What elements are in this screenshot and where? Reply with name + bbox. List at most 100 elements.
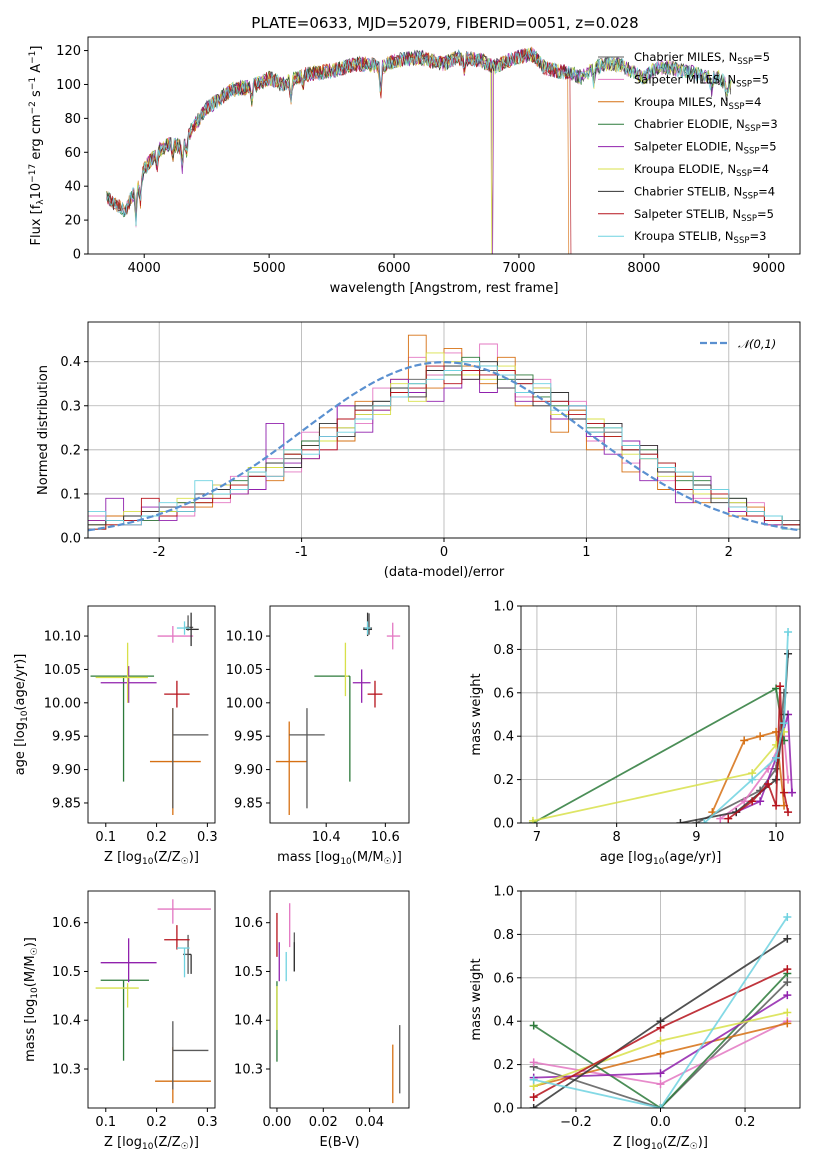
weight-line-9 [703,631,789,823]
legend-text: Salpeter MILES, N [634,72,736,86]
figure-title: PLATE=0633, MJD=52079, FIBERID=0051, z=0… [251,14,638,32]
x-axis-label-part: (Z/Z [153,1135,180,1150]
y-tick-label: 0.1 [60,487,81,502]
y-axis-label-part: (age/yr)] [13,654,28,711]
x-axis-label-part: 10 [651,1142,663,1152]
weight-marker [756,732,765,741]
y-axis-label-part: mass [log [23,999,38,1062]
weight-marker [783,913,792,922]
legend-sub: SSP [736,169,752,179]
y-tick-label: 20 [64,214,81,229]
y-tick-label: 0.0 [493,1102,514,1117]
x-tick-label: 0.02 [309,1115,338,1130]
weight-marker [700,819,709,823]
x-axis-label-part: age [log [600,850,653,865]
plot-area [275,612,401,815]
weight-line-1 [533,981,788,1108]
y-tick-label: 0.0 [60,532,81,547]
x-axis-label-part: )] [392,850,402,865]
x-axis-label-part: Z [log [104,1135,142,1150]
legend-text: Kroupa STELIB, N [634,229,734,243]
y-tick-label: 9.85 [52,796,81,811]
x-axis-label-part: (Z/Z [153,850,180,865]
errorbar-point [314,675,351,782]
weight-marker [748,775,757,784]
weight-marker [783,1008,792,1017]
weight-marker [656,1023,665,1032]
y-axis-label-part: A [29,64,44,77]
errorbar-point [289,708,325,809]
normal-curve [88,360,800,532]
x-tick-label: 9000 [752,261,785,276]
errorbar-point [176,947,190,978]
x-tick-label: 0.1 [95,830,116,845]
x-tick-label: 10 [768,830,785,845]
y-tick-label: 10.6 [234,916,263,931]
legend-entry: Salpeter MILES, NSSP=5 [634,72,769,89]
y-tick-label: 10.4 [52,1014,81,1029]
y-tick-label: 9.85 [234,796,263,811]
errorbar-point [95,983,139,1008]
errorbar-point [164,680,190,708]
weight-marker [656,1036,665,1045]
y-tick-label: 0.6 [493,686,514,701]
errorbar-point [149,708,201,815]
x-axis-label-part: (Z/Z [662,1135,689,1150]
x-axis-label-part: 10 [142,857,154,867]
x-tick-label: 0.00 [262,1115,291,1130]
legend-text: Chabrier STELIB, N [634,184,742,198]
x-axis-label-part: )] [189,1135,199,1150]
x-axis-label-part: ☉ [181,857,189,867]
y-tick-label: 0.4 [493,730,514,745]
y-axis-label-part: −1 [28,51,38,64]
y-tick-label: 10.10 [44,630,81,645]
y-axis-label-part: Flux [f [29,204,44,245]
axes-frame [269,605,410,824]
x-tick-label: 1 [582,545,590,560]
y-tick-label: 10.05 [44,663,81,678]
y-tick-label: 10.6 [52,916,81,931]
x-tick-label: 0.3 [197,830,218,845]
weight-marker [724,814,733,823]
axes-frame [87,36,801,255]
weight-marker [764,779,773,788]
weight-marker [784,808,793,817]
y-tick-label: 1.0 [493,600,514,615]
y-tick-label: 60 [64,146,81,161]
x-tick-label: 0 [440,545,448,560]
y-axis-label: mass [log10(M/M☉)] [23,937,40,1062]
x-axis-label-part: 10 [653,857,665,867]
legend-entry: Kroupa MILES, NSSP=4 [634,95,761,112]
axes-frame [520,890,801,1109]
weight-marker [780,719,789,728]
errorbar-point [100,938,157,983]
plot-area [106,46,732,254]
panel-age_vs_mass: 10.4 10.6 9.85 9.90 9.95 10.00 10.05 10.10 mass … [226,605,410,867]
plot-area [95,899,211,1104]
errorbar-point [95,642,148,703]
legend-tail: =4 [758,184,775,198]
y-axis-label-part: s [29,90,44,101]
y-tick-label: 0.0 [493,817,514,832]
y-tick-label: 10.5 [234,965,263,980]
legend-text: Chabrier MILES, N [634,50,737,64]
legend-text: Chabrier ELODIE, N [634,117,745,131]
weight-marker [780,688,789,697]
weight-marker [772,801,781,810]
weight-marker [780,788,789,797]
x-axis-label-part: (age/yr)] [664,850,721,865]
weight-marker [783,1019,792,1028]
y-axis-label-part: ] [29,46,44,51]
plot-area [88,334,800,538]
weight-marker [656,1069,665,1078]
errorbar-point [344,642,349,697]
legend-entry: Chabrier STELIB, NSSP=4 [634,184,775,201]
legend-tail: =5 [753,50,770,64]
x-tick-label: 8000 [627,261,660,276]
weight-marker [783,991,792,1000]
legend-sub: SSP [744,147,760,157]
histogram-9 [88,361,800,538]
legend-entry: Salpeter ELODIE, NSSP=5 [634,140,777,157]
legend-entry: Kroupa ELODIE, NSSP=4 [634,162,769,179]
